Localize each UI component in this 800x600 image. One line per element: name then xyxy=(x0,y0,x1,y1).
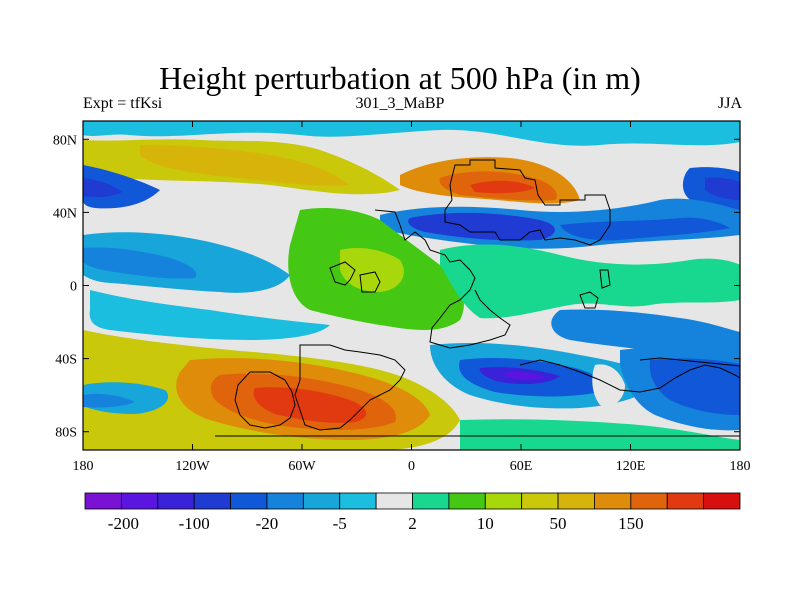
x-tick-label: 120E xyxy=(616,459,646,474)
colorbar-swatch xyxy=(666,492,705,510)
colorbar-swatch xyxy=(266,492,304,510)
colorbar-swatch xyxy=(557,492,595,510)
colorbar-swatch xyxy=(302,492,341,510)
colorbar-swatch xyxy=(339,492,377,510)
colorbar: -200 -100 -20 -5 2 10 50 150 xyxy=(84,492,741,533)
colorbar-swatch xyxy=(630,492,668,510)
colorbar-label: -5 xyxy=(333,514,347,533)
colorbar-swatch xyxy=(594,492,632,510)
axis-ticks: 180 120W 60W 0 60E 120E 180 80N 40N 0 40S 80S xyxy=(53,121,751,474)
experiment-label: Expt = tfKsi xyxy=(83,95,163,112)
colorbar-label: -20 xyxy=(256,514,279,533)
colorbar-swatch xyxy=(521,492,559,510)
continent-outlines xyxy=(215,159,740,437)
height-perturbation-field xyxy=(83,121,740,450)
colorbar-swatch xyxy=(375,492,413,510)
y-tick-label: 80S xyxy=(55,426,77,441)
colorbar-label: 2 xyxy=(408,514,417,533)
colorbar-swatch xyxy=(193,492,231,510)
y-tick-label: 40S xyxy=(55,353,77,368)
colorbar-label: -100 xyxy=(179,514,210,533)
x-tick-label: 180 xyxy=(730,459,751,474)
colorbar-swatch xyxy=(84,492,122,510)
colorbar-swatch xyxy=(484,492,523,510)
x-tick-label: 0 xyxy=(408,459,415,474)
colorbar-swatch xyxy=(448,492,486,510)
colorbar-swatch xyxy=(703,492,741,510)
x-tick-label: 60E xyxy=(510,459,533,474)
colorbar-label: 50 xyxy=(550,514,567,533)
colorbar-label: 10 xyxy=(477,514,494,533)
colorbar-swatch xyxy=(412,492,450,510)
colorbar-swatch xyxy=(157,492,195,510)
season-label: JJA xyxy=(717,95,742,112)
colorbar-swatch xyxy=(120,492,159,510)
y-tick-label: 40N xyxy=(53,206,77,221)
x-tick-label: 120W xyxy=(175,459,210,474)
case-label: 301_3_MaBP xyxy=(355,95,445,112)
plot-title: Height perturbation at 500 hPa (in m) xyxy=(159,60,641,96)
y-tick-label: 80N xyxy=(53,133,77,148)
y-tick-label: 0 xyxy=(70,280,77,295)
colorbar-swatch xyxy=(230,492,268,510)
colorbar-label: 150 xyxy=(618,514,644,533)
colorbar-label: -200 xyxy=(108,514,139,533)
x-tick-label: 60W xyxy=(288,459,316,474)
x-tick-label: 180 xyxy=(73,459,94,474)
